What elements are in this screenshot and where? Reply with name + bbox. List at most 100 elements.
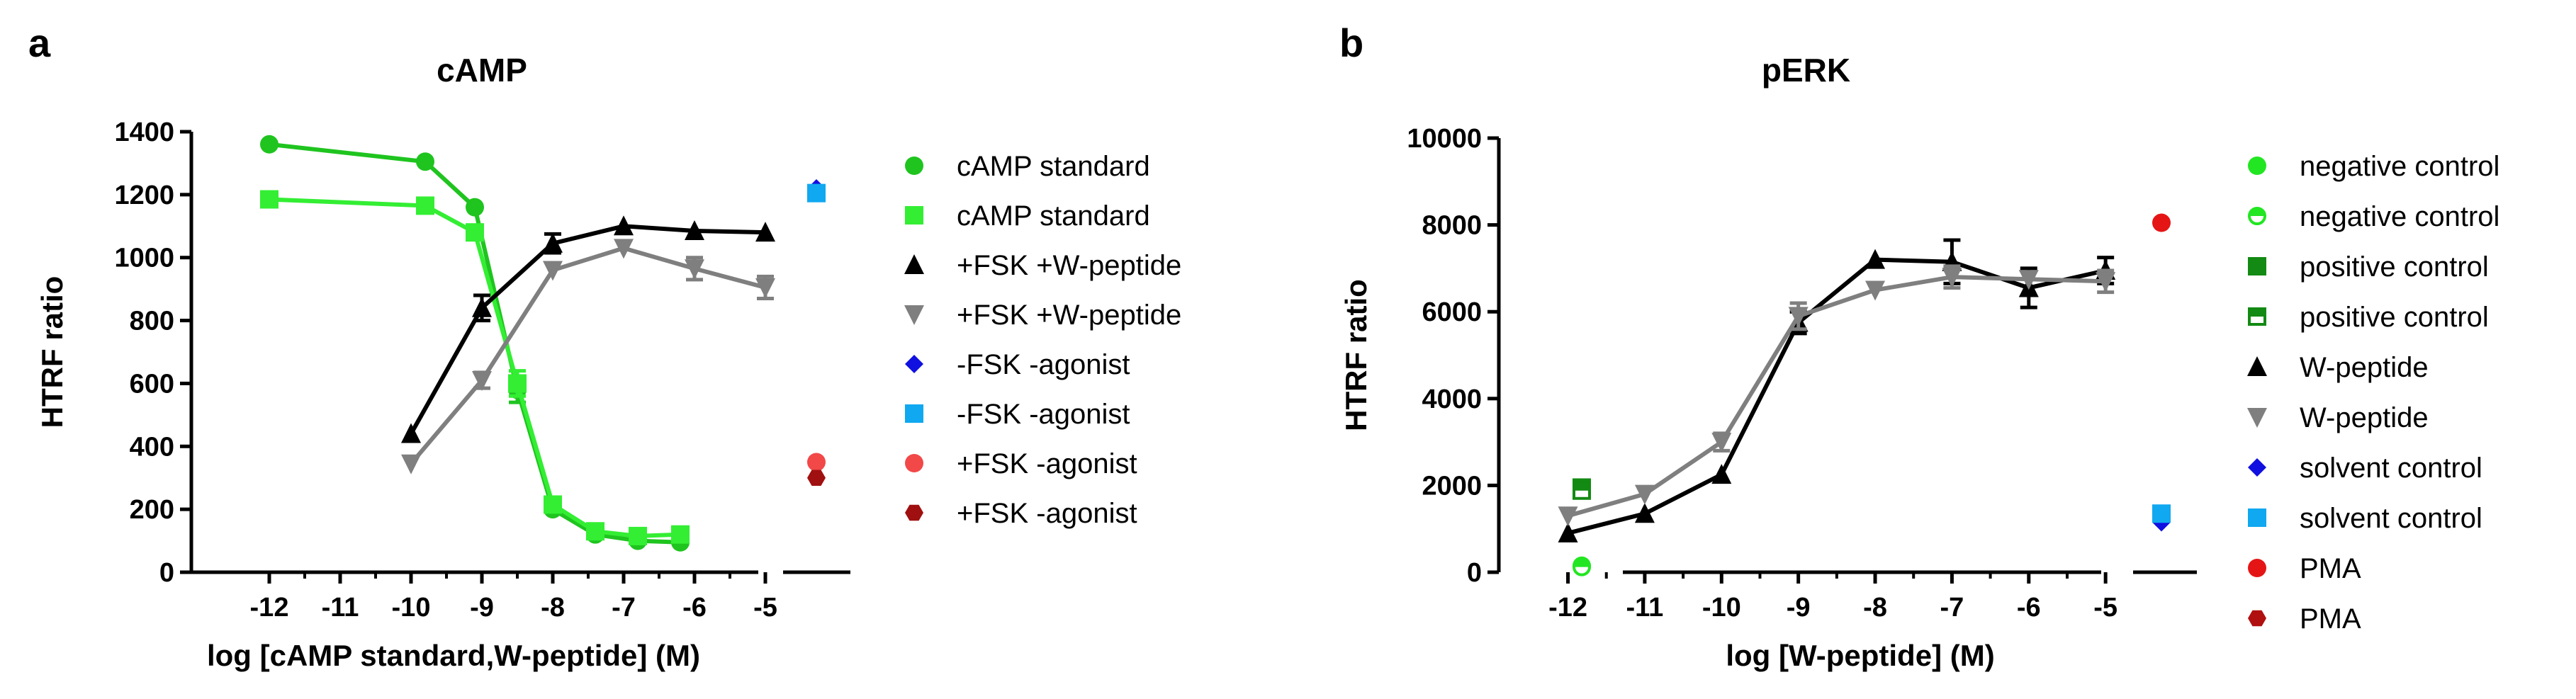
legend-marker <box>2248 257 2266 275</box>
series-7: +FSK -agonist <box>807 470 1137 529</box>
legend-marker-fill <box>2249 208 2265 216</box>
series-1: cAMP standard <box>260 190 1150 545</box>
series-7: solvent control <box>2152 503 2482 534</box>
series-4: W-peptide <box>1558 238 2429 542</box>
legend-label: cAMP standard <box>957 200 1150 232</box>
chart-title: cAMP <box>437 52 527 89</box>
data-point <box>671 525 690 544</box>
data-point <box>685 220 704 240</box>
legend-label: +FSK +W-peptide <box>957 250 1181 281</box>
x-tick-label: -9 <box>470 593 494 623</box>
data-point <box>472 370 492 391</box>
legend-marker <box>905 157 923 175</box>
data-point <box>755 222 775 242</box>
legend-label: -FSK -agonist <box>957 399 1130 430</box>
chart-title: pERK <box>1762 52 1850 89</box>
data-point <box>416 196 434 215</box>
data-point <box>614 239 634 259</box>
data-point <box>1942 268 1962 288</box>
series-3: +FSK +W-peptide <box>401 239 1181 474</box>
legend-label: solvent control <box>2300 453 2482 484</box>
y-axis-label: HTRF ratio <box>35 276 69 428</box>
y-tick-label: 600 <box>130 369 174 399</box>
legend-label: +FSK -agonist <box>957 448 1137 479</box>
legend-marker <box>2248 508 2266 527</box>
legend-marker <box>2248 207 2266 225</box>
series-line <box>1567 275 2106 518</box>
legend-marker <box>2248 157 2266 175</box>
series-6: +FSK -agonist <box>807 448 1137 479</box>
data-point <box>1865 249 1886 269</box>
data-point <box>1788 307 1809 327</box>
x-tick-label: -5 <box>2093 593 2117 623</box>
data-point <box>544 495 562 514</box>
series-2: +FSK +W-peptide <box>401 215 1181 443</box>
data-point <box>1634 503 1655 523</box>
series-0: negative control <box>1573 151 2499 575</box>
y-tick-label: 6000 <box>1422 297 1482 327</box>
x-tick-label: -8 <box>541 593 565 623</box>
legend-marker <box>904 305 924 325</box>
data-point <box>401 454 421 474</box>
x-tick-label: -12 <box>1548 593 1587 623</box>
legend-label: PMA <box>2300 553 2361 584</box>
series-3: positive control <box>1573 302 2489 500</box>
data-point <box>2018 270 2039 290</box>
data-point-fill <box>1574 482 1590 491</box>
y-tick-label: 200 <box>130 495 174 525</box>
series-9: PMA <box>2248 603 2361 635</box>
y-axis-label: HTRF ratio <box>1339 279 1373 431</box>
data-point <box>2096 272 2116 292</box>
legend-label: -FSK -agonist <box>957 349 1130 380</box>
legend-label: W-peptide <box>2300 402 2429 433</box>
data-point <box>1573 557 1591 576</box>
x-tick-label: -9 <box>1787 593 1811 623</box>
data-point <box>508 374 527 393</box>
legend-marker <box>2248 458 2266 477</box>
data-point <box>1573 481 1591 500</box>
x-tick-label: -6 <box>682 593 707 623</box>
data-point-fill <box>1574 559 1590 567</box>
series-line <box>1567 257 2106 535</box>
legend-label: positive control <box>2300 251 2489 283</box>
data-point <box>1865 280 1886 301</box>
data-point <box>755 278 775 298</box>
y-tick-label: 1000 <box>114 244 174 273</box>
x-tick-label: -10 <box>1702 593 1741 623</box>
x-tick-label: -5 <box>753 593 777 623</box>
data-point <box>685 259 704 280</box>
series-line <box>409 246 766 465</box>
data-point <box>260 135 279 154</box>
series-line <box>409 224 766 435</box>
x-tick-label: -11 <box>322 593 359 623</box>
y-tick-label: 1400 <box>114 118 174 147</box>
panel-label-b: b <box>1339 21 1363 65</box>
legend-marker <box>2248 307 2266 326</box>
series-6: solvent control <box>2152 453 2482 532</box>
series-1: negative control <box>1573 201 2499 576</box>
x-tick-label: -6 <box>2017 593 2041 623</box>
data-point <box>260 190 279 209</box>
series-5: -FSK -agonist <box>807 183 1130 430</box>
x-tick-label: -7 <box>612 593 636 623</box>
legend-marker <box>905 206 923 225</box>
data-point <box>629 526 647 545</box>
legend-marker <box>905 504 923 521</box>
x-tick-label: -10 <box>392 593 431 623</box>
y-tick-label: 800 <box>130 307 174 336</box>
legend-marker <box>2248 610 2266 627</box>
data-point <box>466 198 484 217</box>
chart-panel-b: pERK 0 2000 4000 6000 8000 10000 -12 -11 -10 -9 -8 -… <box>1339 52 2499 672</box>
legend-marker <box>905 355 923 373</box>
series-0: cAMP standard <box>260 135 1150 552</box>
legend-label: negative control <box>2300 201 2499 232</box>
legend-marker <box>905 404 923 423</box>
legend-label: +FSK -agonist <box>957 498 1137 529</box>
data-point <box>1711 433 1732 453</box>
legend-marker <box>904 254 924 274</box>
series-5: W-peptide <box>1558 264 2429 527</box>
data-point <box>401 423 421 443</box>
x-axis-label: log [cAMP standard,W-peptide] (M) <box>207 639 700 672</box>
legend-marker <box>2247 356 2267 376</box>
